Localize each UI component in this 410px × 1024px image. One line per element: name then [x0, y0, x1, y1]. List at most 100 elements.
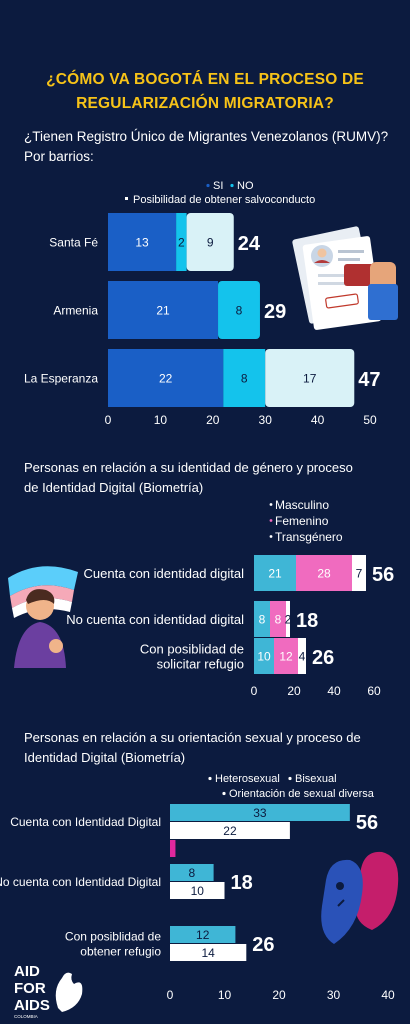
chart3-bar-label: 22 — [223, 824, 237, 838]
chart3-x-tick: 10 — [218, 988, 232, 1002]
chart3-title-line-1: Personas en relación a su orientación se… — [24, 730, 361, 745]
chart3-x-tick: 40 — [381, 988, 395, 1002]
chart1-legend-si-label: SI — [213, 180, 223, 192]
chart1-bar — [186, 213, 234, 271]
chart2-bar-label: 10 — [257, 650, 271, 664]
chart2-bar-label: 8 — [259, 613, 266, 627]
chart1-bar-label: 21 — [156, 304, 170, 318]
chart3-bar — [170, 882, 225, 899]
chart3-total-label: 18 — [231, 872, 253, 894]
chart3-bar-label: 10 — [191, 884, 205, 898]
document-approval-illustration — [292, 226, 398, 330]
chart2-category-label: Cuenta con identidad digital — [84, 566, 245, 581]
chart3-legend-bisexual-marker — [288, 776, 292, 781]
dove-icon — [55, 972, 83, 1012]
chart3-bar — [170, 822, 290, 839]
chart2-title-line-1: Personas en relación a su identidad de g… — [24, 460, 353, 475]
main-title-line-2: REGULARIZACIÓN MIGRATORIA? — [76, 95, 334, 112]
chart2-bar — [286, 601, 290, 637]
logo-line-3: AIDS — [14, 997, 50, 1014]
chart3-bar-label: 33 — [253, 806, 267, 820]
chart2-bar — [254, 555, 296, 591]
chart1-legend-salvoconducto-label: Posibilidad de obtener salvoconducto — [133, 194, 315, 206]
chart3-category-label: No cuenta con Identidad Digital — [0, 875, 161, 889]
chart1-bar-label: 2 — [178, 236, 185, 250]
chart1-bar — [223, 349, 266, 407]
chart2-total-label: 56 — [372, 564, 394, 586]
chart2-legend-label: Transgénero — [275, 530, 343, 544]
chart2-bar — [274, 638, 298, 674]
chart1-bar-label: 13 — [135, 236, 149, 250]
chart1-bar — [108, 281, 219, 339]
chart1-bar — [108, 213, 177, 271]
chart1-category-label: La Esperanza — [24, 372, 98, 386]
chart3-total-label: 26 — [252, 934, 274, 956]
chart2-bar — [296, 555, 352, 591]
chart2-legend-marker — [269, 519, 273, 522]
chart3-legend-diversa-label: Orientación de sexual diversa — [229, 788, 375, 800]
chart1-x-tick: 50 — [363, 413, 377, 427]
chart1-title: ¿Tienen Registro Único de Migrantes Vene… — [24, 127, 388, 167]
chart1-legend-si-marker — [206, 183, 210, 188]
chart1-bar — [265, 349, 355, 407]
person-with-trans-flag-illustration — [8, 566, 78, 668]
chart3-bar-label: 8 — [188, 866, 195, 880]
chart2-bar — [270, 601, 286, 637]
chart3-category-label: Cuenta con Identidad Digital — [10, 815, 161, 829]
chart3-category-label: Con posiblidad de — [65, 930, 161, 944]
chart2-bar-label: 28 — [317, 567, 331, 581]
chart1-bar — [176, 213, 187, 271]
chart1-title-line-1: ¿Tienen Registro Único de Migrantes Vene… — [24, 129, 389, 144]
chart3-legend-diversa-marker — [222, 791, 226, 796]
chart2-bar — [352, 555, 366, 591]
chart3-bar-label: 12 — [196, 928, 210, 942]
chart2-x-tick: 0 — [251, 684, 258, 698]
chart2-bar-label: 2 — [285, 613, 292, 627]
chart3-category-label: obtener refugio — [80, 945, 161, 959]
chart3-x-tick: 30 — [327, 988, 341, 1002]
chart1-x-tick: 0 — [105, 413, 112, 427]
chart2-total-label: 26 — [312, 647, 334, 669]
chart3-x-tick: 20 — [272, 988, 286, 1002]
chart1-legend-salvoconducto-marker — [125, 197, 128, 200]
chart1-category-label: Santa Fé — [49, 236, 98, 250]
chart3-x-tick: 0 — [167, 988, 174, 1002]
chart3-bar — [170, 864, 214, 881]
chart1-total-label: 47 — [358, 369, 380, 391]
chart2-x-tick: 60 — [367, 684, 381, 698]
chart1-legend-no-label: NO — [237, 180, 254, 192]
chart1-bar — [218, 281, 260, 339]
chart2-bar — [254, 638, 274, 674]
chart3-bar — [170, 926, 236, 943]
chart3-title: Personas en relación a su orientación se… — [24, 728, 361, 768]
logo-line-1: AID — [14, 963, 40, 980]
chart2-category-label: Con posiblidad de — [140, 642, 244, 657]
chart2-title-line-2: de Identidad Digital (Biometría) — [24, 480, 204, 495]
chart2-bar-label: 4 — [299, 650, 306, 664]
chart2-legend-marker — [269, 503, 273, 506]
chart2-bar — [298, 638, 306, 674]
chart3-title-line-2: Identidad Digital (Biometría) — [24, 750, 186, 765]
logo-line-2: FOR — [14, 980, 46, 997]
chart3-legend-bisexual-label: Bisexual — [295, 773, 337, 785]
chart1-bar-label: 8 — [236, 304, 243, 318]
chart1-title-line-2: Por barrios: — [24, 149, 94, 164]
logo-subtitle: COLOMBIA — [14, 1014, 38, 1019]
chart1-x-tick: 20 — [206, 413, 220, 427]
chart2-bar-label: 12 — [279, 650, 293, 664]
chart2-bar-label: 8 — [275, 613, 282, 627]
aid-for-aids-logo: AID FOR AIDS COLOMBIA — [14, 963, 83, 1019]
chart2-bar-label: 21 — [268, 567, 282, 581]
chart1-total-label: 24 — [238, 233, 261, 255]
main-title: ¿CÓMO VA BOGOTÁ EN EL PROCESO DE REGULAR… — [0, 68, 410, 116]
chart2-legend-label: Masculino — [275, 498, 329, 512]
chart3-total-label: 56 — [356, 812, 378, 834]
chart1-x-tick: 40 — [311, 413, 325, 427]
chart1-category-label: Armenia — [53, 304, 98, 318]
chart1-legend-no-marker — [230, 183, 234, 188]
chart1-bar-label: 22 — [159, 372, 173, 386]
chart3-legend-heterosexual-label: Heterosexual — [215, 773, 280, 785]
chart2-category-label: solicitar refugio — [157, 657, 244, 672]
chart3-bar — [170, 804, 350, 821]
